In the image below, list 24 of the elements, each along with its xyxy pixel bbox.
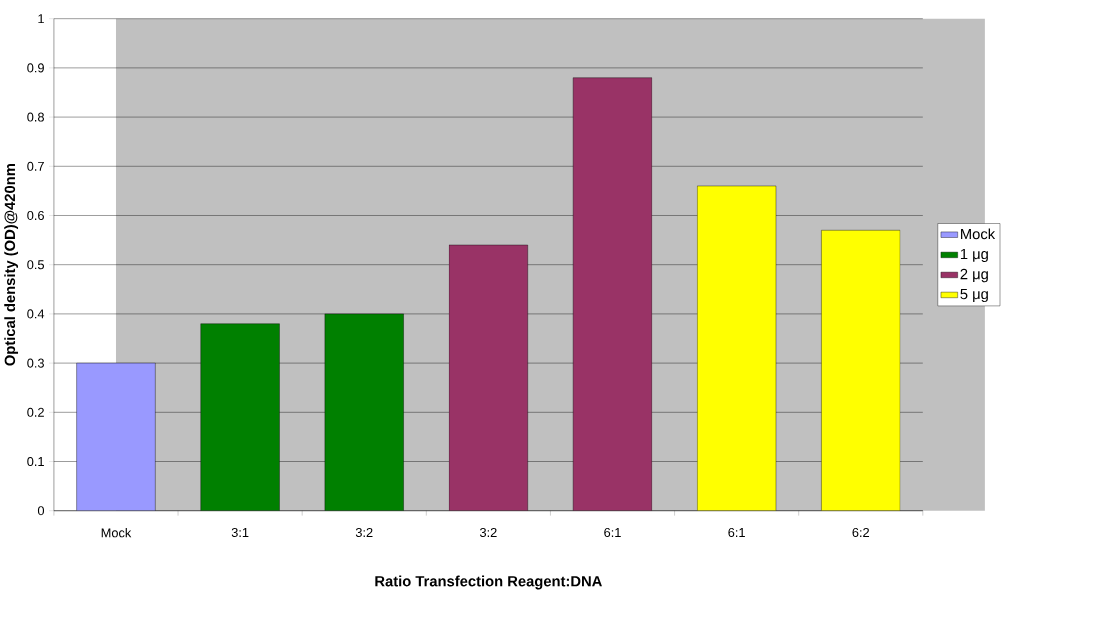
y-tick-label: 0.2: [27, 407, 44, 417]
y-tick-label: 0.4: [27, 309, 45, 319]
y-tick-label: 0.1: [27, 456, 44, 467]
x-axis-title: Ratio Transfection Reagent:DNA: [375, 575, 602, 590]
y-tick-label: 0: [37, 506, 45, 516]
y-tick-label: 0.5: [27, 260, 44, 270]
legend-label: 1 μg: [960, 248, 988, 263]
x-tick-label: Mock: [101, 527, 132, 538]
y-tick-label: 0.3: [27, 358, 44, 368]
y-tick-label: 1: [38, 14, 44, 24]
x-tick-label: 6:1: [604, 527, 621, 538]
legend-label: 2 μg: [960, 268, 988, 283]
y-tick-label: 0.7: [27, 161, 44, 171]
y-tick-label: 0.6: [27, 210, 44, 221]
legend-label: 5 μg: [960, 288, 988, 303]
y-tick-label: 0.9: [27, 63, 44, 73]
x-tick-label: 6:1: [728, 527, 745, 538]
y-axis-title: Optical density (OD)@420nm: [4, 164, 19, 366]
x-tick-label: 3:1: [231, 527, 249, 538]
legend-label: Mock: [961, 228, 996, 240]
x-tick-label: 3:2: [479, 527, 497, 538]
x-tick-label: 3:2: [355, 527, 373, 538]
x-tick-label: 6:2: [852, 527, 870, 538]
y-tick-label: 0.8: [27, 112, 44, 122]
